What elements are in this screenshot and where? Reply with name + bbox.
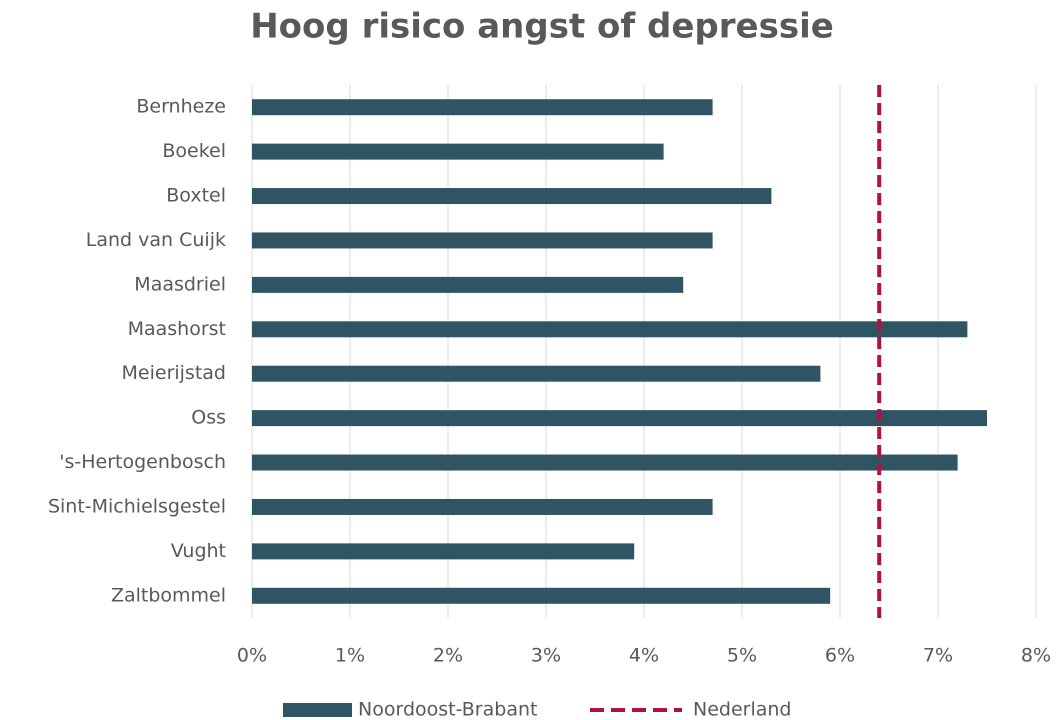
x-tick-label: 4% — [629, 645, 659, 667]
y-tick-label: Zaltbommel — [111, 584, 226, 606]
x-tick-label: 3% — [531, 645, 561, 667]
y-tick-label: Vught — [171, 540, 226, 562]
bar — [252, 143, 664, 160]
x-tick-label: 2% — [433, 645, 463, 667]
y-tick-label: Land van Cuijk — [86, 229, 226, 251]
y-tick-label: Sint-Michielsgestel — [48, 495, 226, 517]
y-tick-label: Meierijstad — [122, 362, 226, 384]
x-tick-label: 8% — [1021, 645, 1051, 667]
bar — [252, 543, 635, 560]
bar — [252, 321, 968, 338]
bar — [252, 410, 987, 427]
y-tick-label: Boxtel — [166, 185, 226, 207]
x-tick-label: 5% — [727, 645, 757, 667]
y-tick-label: Boekel — [162, 140, 226, 162]
legend-swatch — [283, 703, 352, 717]
chart-title: Hoog risico angst of depressie — [250, 7, 834, 47]
x-tick-label: 1% — [335, 645, 365, 667]
bar — [252, 365, 821, 382]
x-tick-label: 6% — [825, 645, 855, 667]
bar — [252, 454, 958, 471]
y-tick-label: Bernheze — [136, 96, 226, 118]
y-tick-label: Oss — [191, 407, 226, 429]
y-tick-label: Maasdriel — [134, 273, 226, 295]
x-tick-label: 7% — [923, 645, 953, 667]
y-tick-label: Maashorst — [128, 318, 226, 340]
y-tick-label: 's-Hertogenbosch — [59, 451, 226, 473]
bar — [252, 232, 713, 249]
legend-label: Nederland — [693, 699, 792, 720]
bar — [252, 188, 772, 205]
bar — [252, 498, 713, 515]
bar — [252, 587, 831, 604]
x-tick-label: 0% — [237, 645, 267, 667]
bar — [252, 276, 684, 293]
bar — [252, 99, 713, 116]
legend-label: Noordoost-Brabant — [358, 699, 537, 720]
